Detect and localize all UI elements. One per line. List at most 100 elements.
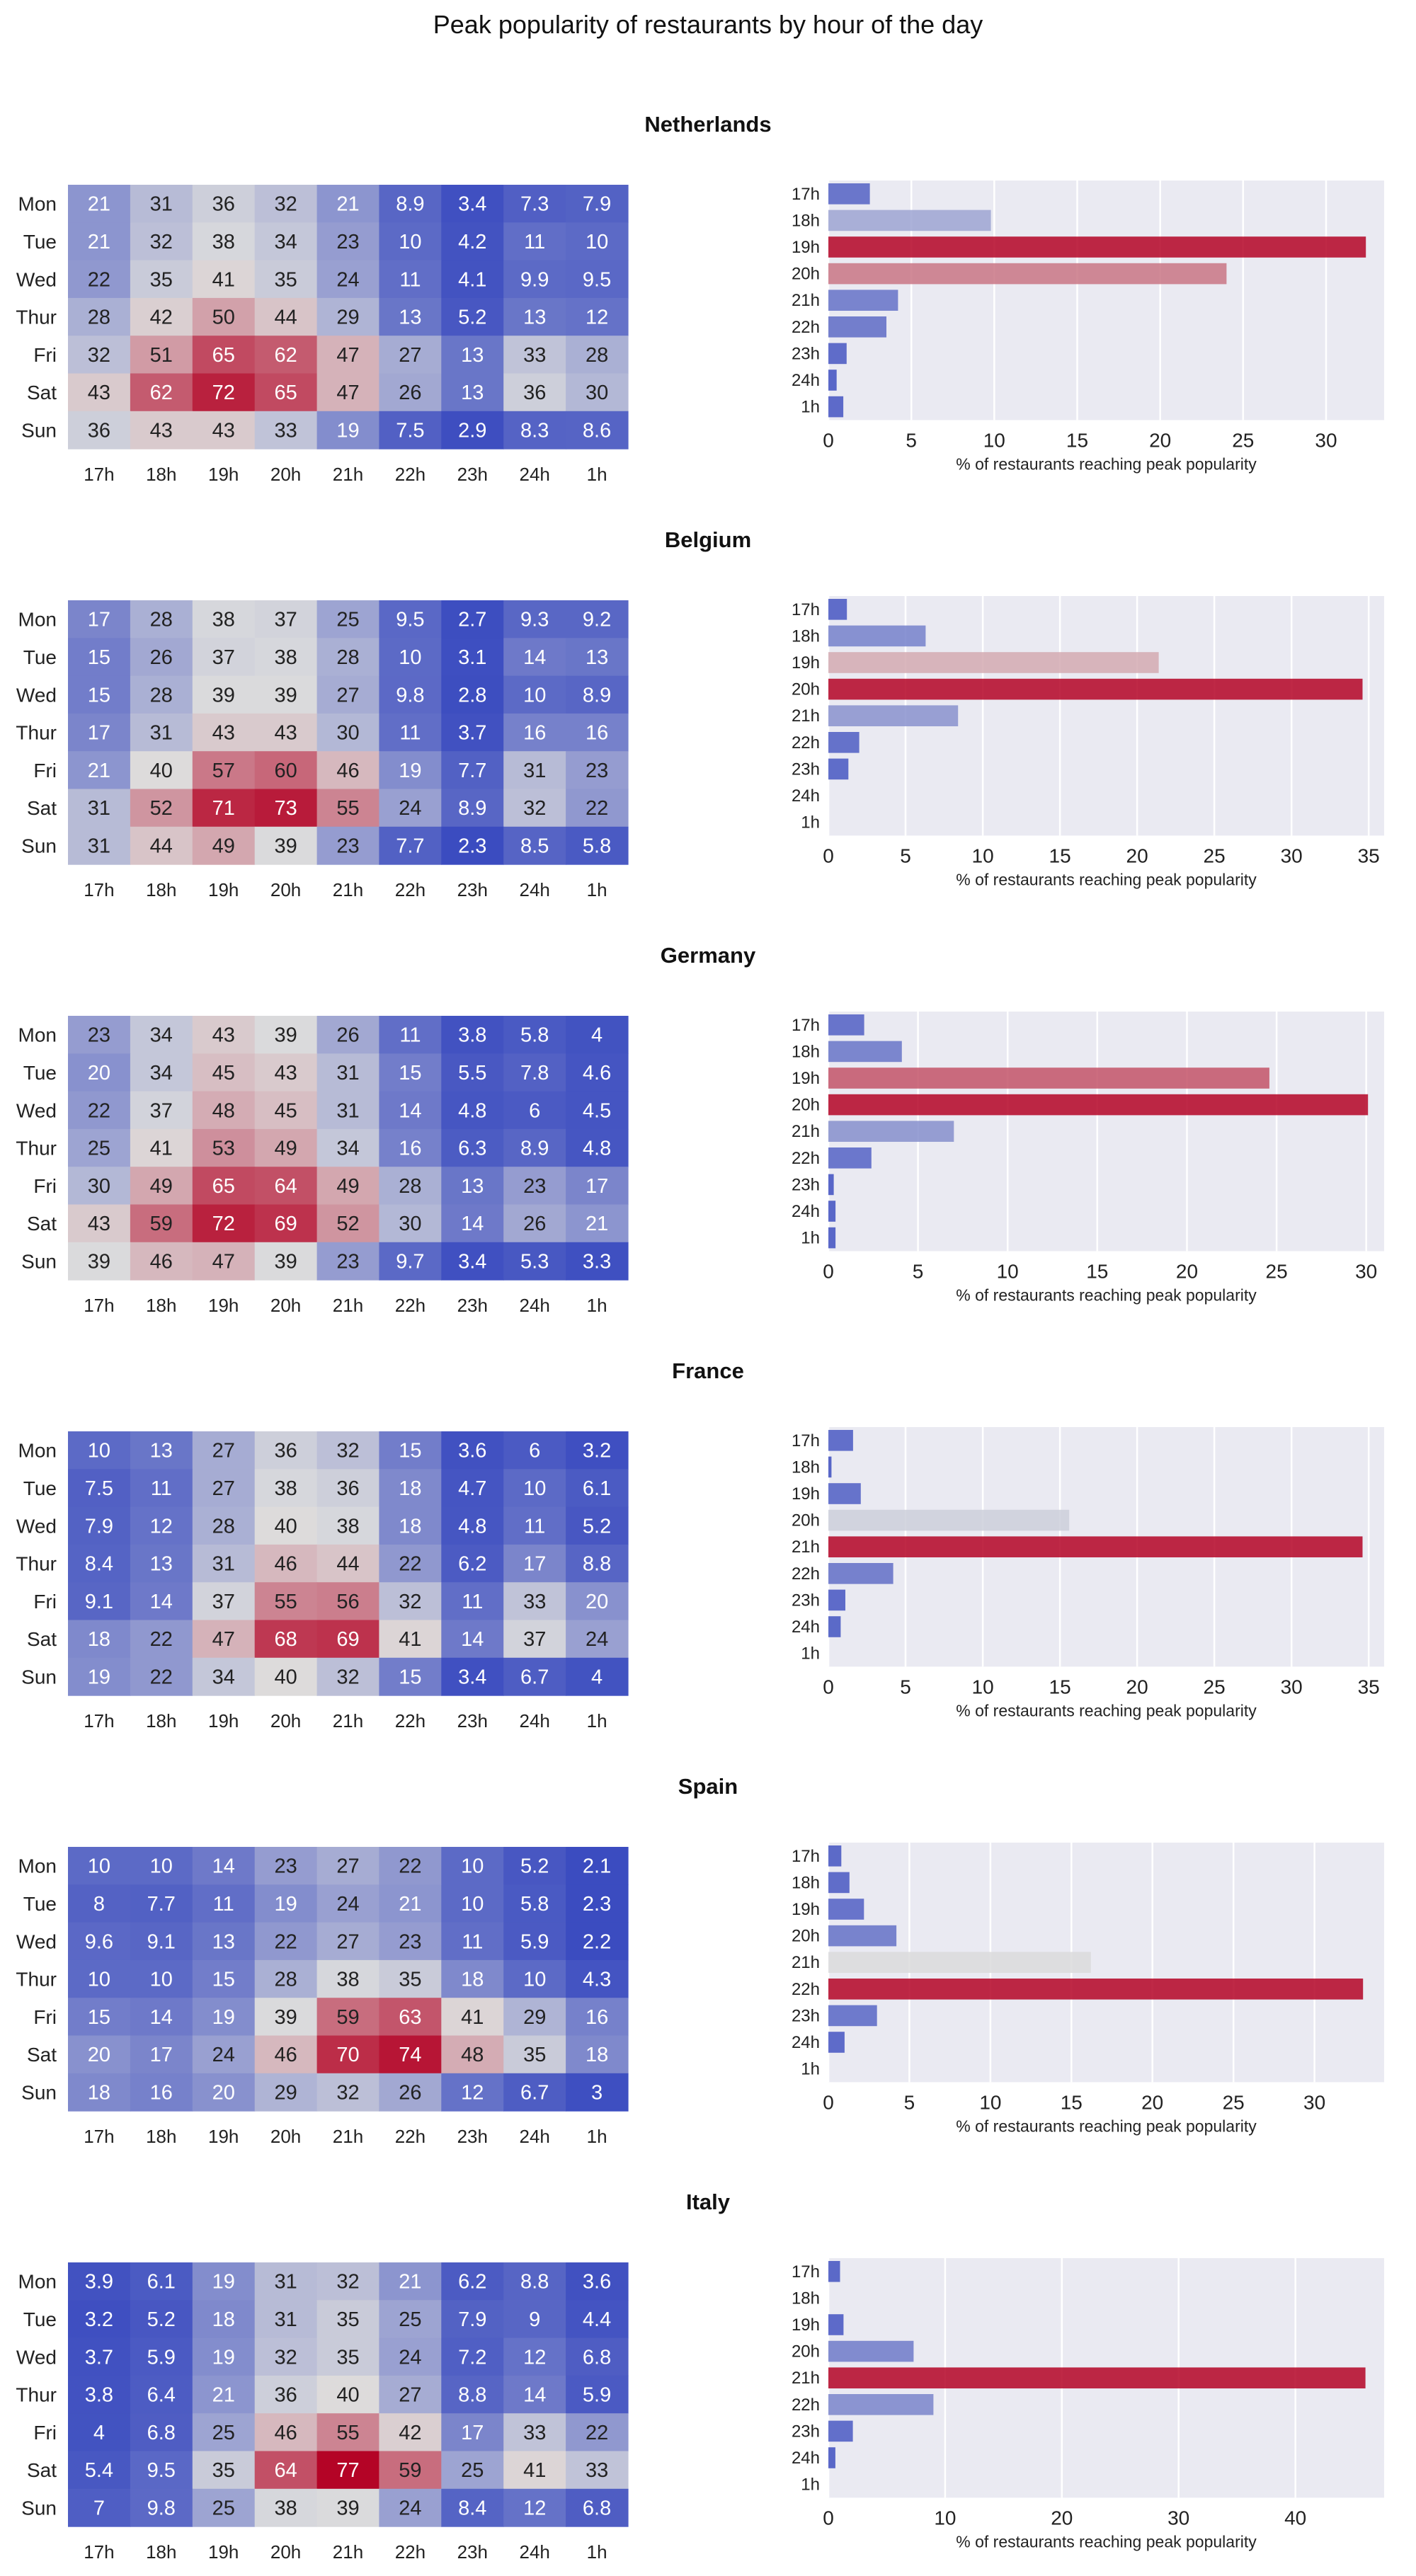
heatmap-hour-label: 22h: [395, 879, 426, 900]
heatmap-cell-label: 5.9: [147, 2346, 176, 2369]
heatmap-cell-label: 4.8: [458, 1099, 486, 1122]
heatmap-cell-label: 4.3: [583, 1969, 611, 1991]
bar-x-tick-label: 20: [1176, 1260, 1198, 1282]
heatmap-cell: [566, 1016, 629, 1054]
bar-rect: [828, 2314, 844, 2335]
bar-y-tick-label: 1h: [801, 1229, 820, 1248]
heatmap-cell: [192, 1959, 256, 1998]
bar-x-tick-label: 15: [1066, 429, 1088, 451]
heatmap-cell: [130, 2300, 193, 2339]
bar-rect: [828, 1201, 836, 1222]
heatmap-cell-label: 31: [212, 1553, 235, 1576]
heatmap-cell-label: 39: [336, 2497, 359, 2520]
heatmap-cell-label: 27: [336, 684, 359, 706]
heatmap-cell: [316, 2035, 380, 2074]
heatmap-cell: [379, 638, 442, 677]
bar-y-tick-label: 17h: [792, 600, 820, 619]
heatmap-cell: [503, 1847, 566, 1885]
heatmap-cell: [254, 1167, 318, 1206]
heatmap-cell-label: 29: [523, 2006, 546, 2029]
heatmap-cell-label: 16: [523, 722, 546, 745]
heatmap-cell-label: 32: [336, 1440, 359, 1462]
heatmap-cell: [566, 2073, 629, 2112]
heatmap-cell-label: 15: [212, 1969, 235, 1991]
heatmap-cell-label: 41: [212, 268, 235, 291]
heatmap-cell: [68, 2375, 131, 2414]
heatmap-day-label: Tue: [23, 1062, 57, 1084]
bar-x-tick-label: 5: [906, 429, 917, 451]
heatmap-cell-label: 21: [399, 2271, 421, 2294]
heatmap-cell-label: 5.9: [583, 2384, 611, 2407]
heatmap-cell: [566, 1204, 629, 1243]
heatmap-cell: [254, 1204, 318, 1243]
heatmap-cell: [192, 675, 256, 714]
bar-rect: [828, 2447, 835, 2468]
heatmap-cell-label: 51: [150, 344, 173, 367]
heatmap-day-label: Sun: [21, 1666, 57, 1688]
heatmap-cell-label: 43: [274, 1062, 297, 1084]
heatmap-cell-label: 8.9: [583, 684, 611, 706]
heatmap-cell-label: 42: [399, 2422, 421, 2444]
heatmap-hour-label: 24h: [520, 2541, 550, 2563]
heatmap-cell-label: 3.8: [85, 2384, 113, 2407]
heatmap-cell-label: 25: [88, 1138, 110, 1160]
heatmap-cell: [316, 1847, 380, 1885]
heatmap-hour-label: 18h: [146, 464, 176, 485]
heatmap-cell: [130, 373, 193, 412]
heatmap-cell-label: 14: [461, 1628, 484, 1651]
bar-x-tick-label: 25: [1204, 845, 1226, 866]
heatmap-cell-label: 10: [150, 1969, 173, 1991]
heatmap-cell-label: 8.6: [583, 419, 611, 442]
heatmap-hour-label: 1h: [587, 2541, 607, 2563]
heatmap-cell-label: 23: [399, 1930, 421, 1953]
heatmap-cell: [68, 1091, 131, 1130]
heatmap-cell: [192, 2073, 256, 2112]
bar-rect: [828, 1456, 832, 1478]
bar-rect: [828, 1174, 834, 1196]
heatmap-cell: [316, 1506, 380, 1545]
heatmap-cell: [192, 2451, 256, 2490]
heatmap-cell-label: 6: [529, 1099, 540, 1122]
heatmap-cell: [379, 1544, 442, 1583]
heatmap-day-label: Fri: [33, 760, 57, 782]
heatmap-cell: [130, 1167, 193, 1206]
heatmap-cell-label: 6: [529, 1440, 540, 1462]
bar-x-tick-label: 10: [972, 1676, 994, 1698]
heatmap-cell: [68, 1544, 131, 1583]
heatmap-cell: [130, 751, 193, 790]
heatmap-cell: [441, 1091, 504, 1130]
heatmap-cell-label: 21: [88, 231, 110, 253]
heatmap-cell-label: 24: [336, 268, 359, 291]
heatmap-cell-label: 31: [88, 835, 110, 858]
bar-x-tick-label: 0: [823, 2507, 834, 2529]
heatmap-cell: [192, 1091, 256, 1130]
heatmap-cell-label: 10: [88, 1855, 110, 1878]
bar-rect: [828, 732, 860, 753]
heatmap-cell: [254, 751, 318, 790]
heatmap-cell: [254, 2262, 318, 2301]
heatmap-cell: [192, 1884, 256, 1923]
heatmap-cell: [566, 1959, 629, 1998]
bar-x-tick-label: 20: [1126, 845, 1148, 866]
heatmap-cell: [68, 2451, 131, 2490]
heatmap-cell: [441, 1506, 504, 1545]
heatmap-cell: [503, 297, 566, 336]
heatmap-cell: [503, 411, 566, 450]
heatmap-cell: [441, 2375, 504, 2414]
heatmap-cell-label: 7.8: [520, 1062, 549, 1084]
bar-x-tick-label: 15: [1086, 1260, 1108, 1282]
heatmap-cell-label: 13: [150, 1553, 173, 1576]
bar-rect: [828, 1899, 864, 1920]
heatmap-cell: [379, 2413, 442, 2452]
heatmap-cell: [192, 2413, 256, 2452]
heatmap-cell: [254, 336, 318, 374]
heatmap-cell-label: 4.1: [458, 268, 486, 291]
heatmap-cell: [254, 2035, 318, 2074]
heatmap-cell-label: 38: [336, 1515, 359, 1538]
heatmap-cell-label: 21: [336, 193, 359, 216]
heatmap-cell: [130, 1847, 193, 1885]
heatmap-cell: [441, 789, 504, 828]
heatmap-cell: [441, 1582, 504, 1621]
heatmap-cell-label: 18: [212, 2308, 235, 2331]
heatmap-cell-label: 15: [399, 1666, 421, 1689]
